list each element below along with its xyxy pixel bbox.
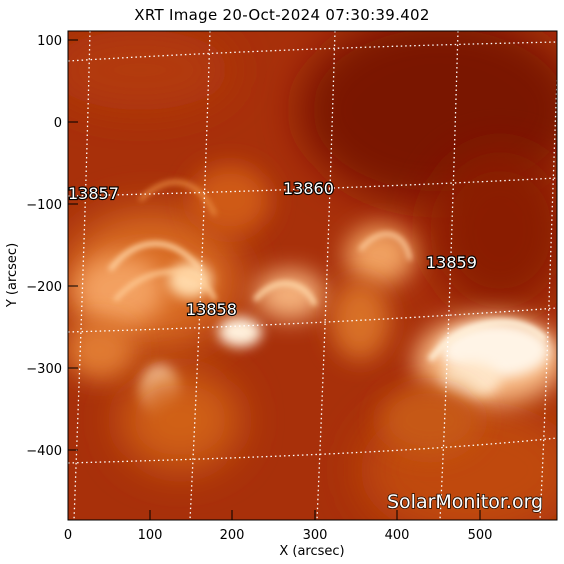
active-region-label: 13857 <box>68 184 119 203</box>
y-tick-label: −400 <box>26 444 62 459</box>
y-tick-label: 0 <box>54 116 62 131</box>
x-tick-label: 200 <box>220 528 245 543</box>
x-tick-label: 0 <box>64 528 72 543</box>
y-tick-label: 100 <box>37 34 62 49</box>
solar-image <box>68 31 557 520</box>
active-region-label: 13860 <box>283 179 334 198</box>
active-region-label: 13858 <box>186 300 237 319</box>
grid-line <box>68 41 557 62</box>
x-tick-label: 300 <box>303 528 328 543</box>
y-tick-label: −100 <box>26 198 62 213</box>
grid-line <box>73 31 91 520</box>
y-tick-label: −300 <box>26 362 62 377</box>
watermark: SolarMonitor.org <box>387 491 543 513</box>
x-axis-label: X (arcsec) <box>279 544 344 559</box>
image-title: XRT Image 20-Oct-2024 07:30:39.402 <box>134 6 430 24</box>
x-tick-label: 500 <box>468 528 493 543</box>
grid-line <box>68 437 557 464</box>
active-region-label: 13859 <box>426 253 477 272</box>
grid-line <box>539 79 557 520</box>
grid-line <box>189 31 211 520</box>
axis-ticks <box>67 39 481 520</box>
plot-frame <box>67 30 558 521</box>
grid-line <box>68 177 557 197</box>
heliographic-grid <box>68 31 557 520</box>
y-axis-label: Y (arcsec) <box>5 243 20 308</box>
grid-line <box>68 307 557 333</box>
grid-line <box>316 31 336 520</box>
x-tick-label: 100 <box>138 528 163 543</box>
x-tick-label: 400 <box>385 528 410 543</box>
y-tick-label: −200 <box>26 280 62 295</box>
grid-line <box>439 31 459 520</box>
